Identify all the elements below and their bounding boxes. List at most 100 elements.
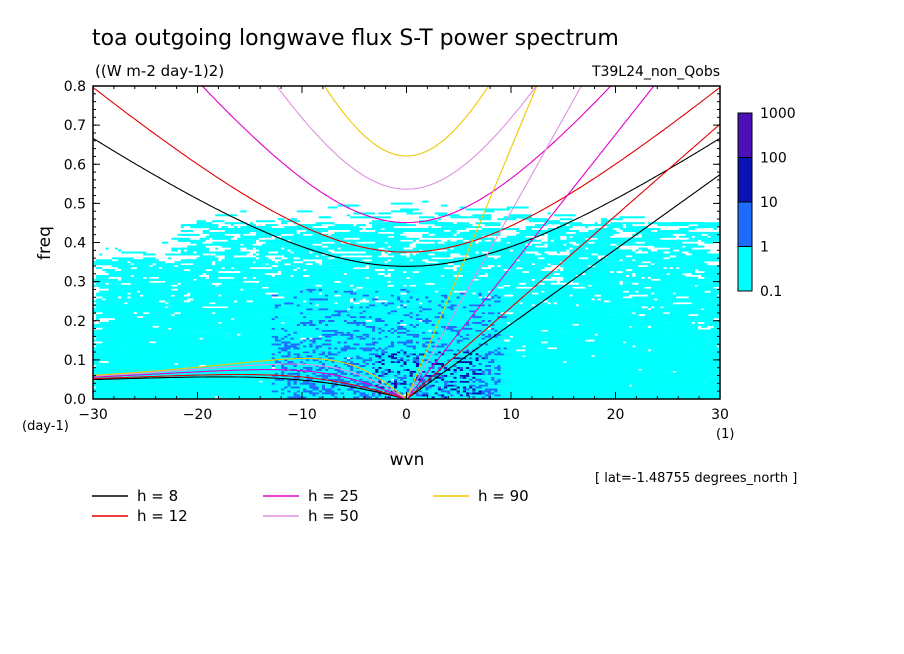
heatmap-cell	[578, 347, 582, 350]
heatmap-cell	[447, 392, 451, 395]
heatmap-cell	[553, 376, 561, 379]
heatmap-cell	[183, 353, 187, 356]
heatmap-cell	[553, 355, 561, 358]
heatmap-cell	[531, 374, 535, 377]
heatmap-cell	[256, 378, 260, 381]
heatmap-cell	[108, 355, 112, 358]
heatmap-cell	[328, 349, 332, 352]
heatmap-cell	[353, 345, 366, 348]
heatmap-cell	[557, 365, 561, 367]
heatmap-cell	[654, 386, 658, 389]
heatmap-cell	[428, 357, 435, 360]
heatmap-cell	[340, 370, 344, 373]
heatmap-cell	[252, 380, 256, 383]
heatmap-cell	[701, 368, 705, 371]
heatmap-cell	[588, 343, 595, 346]
heatmap-cell	[187, 396, 191, 399]
heatmap-cell	[594, 388, 604, 391]
heatmap-cell	[503, 341, 514, 344]
heatmap-cell	[572, 349, 576, 352]
heatmap-cell	[682, 372, 695, 375]
heatmap-cell	[553, 382, 557, 385]
heatmap-cell	[296, 361, 300, 363]
heatmap-cell	[350, 355, 354, 358]
heatmap-cell	[481, 351, 485, 354]
heatmap-cell	[459, 349, 467, 352]
heatmap-cell	[362, 366, 366, 369]
heatmap-cell	[437, 382, 445, 385]
heatmap-cell	[256, 353, 260, 356]
heatmap-cell	[177, 353, 184, 356]
heatmap-cell	[365, 363, 372, 365]
heatmap-cell	[425, 386, 438, 389]
heatmap-cell	[641, 353, 645, 356]
heatmap-cell	[704, 347, 714, 350]
heatmap-cell	[293, 394, 297, 397]
heatmap-cell	[171, 382, 194, 385]
heatmap-cell	[165, 396, 172, 399]
experiment-label: T39L24_non_Qobs	[591, 64, 720, 80]
heatmap-cell	[127, 357, 131, 360]
heatmap-cell	[193, 365, 197, 367]
heatmap-cell	[506, 366, 510, 369]
heatmap-cell	[447, 341, 451, 344]
heatmap-cell	[550, 386, 554, 389]
heatmap-cell	[205, 368, 209, 371]
heatmap-cell	[632, 392, 639, 395]
heatmap-cell	[557, 357, 570, 360]
heatmap-cell	[679, 345, 686, 348]
heatmap-cell	[629, 374, 633, 377]
heatmap-cell	[171, 361, 175, 363]
heatmap-cell	[560, 345, 564, 348]
heatmap-cell	[522, 341, 529, 344]
heatmap-cell	[409, 368, 423, 371]
heatmap-cell	[635, 357, 639, 360]
heatmap-cell	[550, 390, 564, 393]
heatmap-cell	[478, 392, 482, 395]
heatmap-cell	[654, 343, 658, 346]
heatmap-cell	[293, 382, 297, 385]
heatmap-cell	[318, 382, 322, 385]
heatmap-cell	[704, 343, 714, 346]
heatmap-cell	[303, 347, 310, 350]
heatmap-cell	[268, 372, 272, 375]
heatmap-cell	[227, 339, 247, 342]
heatmap-cell	[707, 366, 717, 369]
heatmap-cell	[535, 351, 539, 354]
heatmap-cell	[541, 390, 545, 393]
heatmap-cell	[102, 368, 106, 371]
heatmap-cell	[597, 396, 601, 399]
heatmap-cell	[287, 339, 291, 342]
heatmap-cell	[378, 386, 391, 389]
heatmap-cell	[560, 357, 564, 360]
heatmap-cell	[290, 394, 294, 397]
heatmap-cell	[356, 396, 360, 399]
heatmap-cell	[340, 349, 347, 352]
heatmap-cell	[337, 339, 341, 342]
heatmap-cell	[384, 368, 388, 371]
heatmap-cell	[105, 380, 112, 383]
heatmap-cell	[694, 368, 708, 371]
heatmap-cell	[406, 392, 410, 395]
heatmap-cell	[315, 382, 329, 385]
heatmap-cell	[356, 370, 360, 373]
heatmap-cell	[472, 390, 479, 393]
heatmap-cell	[647, 343, 655, 346]
heatmap-cell	[585, 353, 601, 356]
heatmap-cell	[362, 380, 376, 383]
heatmap-cell	[422, 357, 432, 360]
heatmap-cell	[428, 392, 451, 395]
heatmap-cell	[535, 394, 542, 397]
heatmap-cell	[136, 382, 140, 385]
heatmap-cell	[290, 376, 294, 379]
heatmap-cell	[152, 392, 156, 395]
heatmap-cell	[716, 363, 720, 365]
heatmap-cell	[234, 374, 247, 377]
heatmap-cell	[202, 355, 222, 358]
heatmap-cell	[102, 394, 106, 397]
heatmap-cell	[168, 347, 178, 350]
heatmap-cell	[456, 388, 460, 391]
heatmap-cell	[491, 365, 495, 367]
heatmap-cell	[651, 384, 658, 387]
heatmap-cell	[328, 357, 341, 360]
